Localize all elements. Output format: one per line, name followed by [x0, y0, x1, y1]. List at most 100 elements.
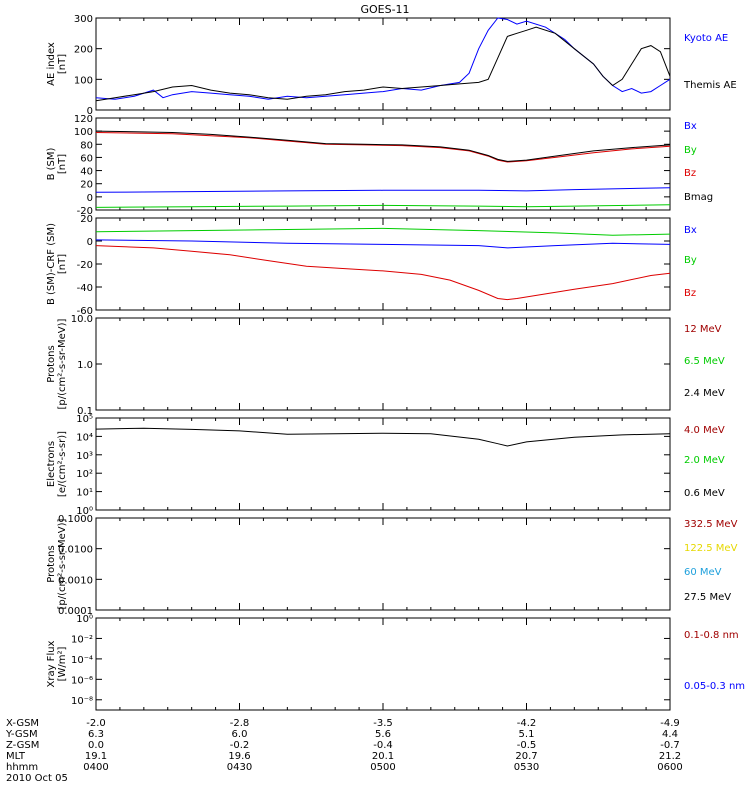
y-tick-label: 10⁻² — [71, 634, 93, 645]
y-tick-label: 10⁻⁸ — [71, 696, 93, 707]
y-tick-label: 10⁻⁶ — [71, 675, 93, 686]
legend-label: Bz — [684, 288, 696, 299]
ephemeris-value: 5.6 — [375, 729, 391, 740]
legend-label: 332.5 MeV — [684, 519, 738, 530]
y-axis-label: [W/m²] — [57, 646, 68, 681]
series-line-themis-ae — [95, 26, 671, 102]
ephemeris-value: 0530 — [514, 762, 539, 773]
ephemeris-row-label: Y-GSM — [5, 729, 38, 740]
ephemeris-value: 4.4 — [662, 729, 678, 740]
ephemeris-value: 19.1 — [85, 751, 107, 762]
panel-frame — [95, 417, 671, 511]
y-axis-label: [nT] — [57, 154, 68, 174]
y-tick-label: -20 — [77, 260, 93, 271]
y-axis-label: AE index — [46, 42, 57, 86]
ephemeris-value: -0.2 — [230, 740, 250, 751]
legend-label: 2.0 MeV — [684, 455, 725, 466]
y-axis-label: B (SM)-CRF (SM) — [46, 223, 57, 305]
y-tick-label: 40 — [80, 167, 93, 178]
ephemeris-value: -4.9 — [660, 718, 680, 729]
y-tick-label: 20 — [80, 214, 93, 225]
panel-ae: 0 100 200 300 AE index [nT] Kyoto AE Themis AE — [46, 14, 737, 117]
legend-label: By — [684, 145, 697, 156]
y-tick-label: 80 — [80, 140, 93, 151]
y-tick-label: 0 — [87, 106, 93, 117]
y-tick-label: -40 — [77, 283, 93, 294]
series-line-bx — [95, 187, 671, 193]
series-line-0-6-mev — [95, 427, 671, 447]
y-tick-label: -60 — [77, 306, 93, 317]
ephemeris-row-label: hhmm — [6, 762, 38, 773]
y-axis-label: [nT] — [57, 54, 68, 74]
ephemeris-value: 5.1 — [519, 729, 535, 740]
legend-label: 122.5 MeV — [684, 543, 738, 554]
ephemeris-value: 21.2 — [659, 751, 681, 762]
y-tick-label: 100 — [74, 75, 93, 86]
ephemeris-row-label: MLT — [6, 751, 26, 762]
y-tick-label: 10⁴ — [76, 432, 93, 443]
panel-xray: 10⁻⁸ 10⁻⁶ 10⁻⁴ 10⁻² 10⁰ Xray Flux [W/m²] 0.1-0.… — [46, 614, 745, 711]
panel-frame — [95, 217, 671, 311]
ephemeris-value: -4.2 — [517, 718, 537, 729]
y-axis-label: Protons — [46, 345, 57, 382]
panel-frame — [95, 117, 671, 211]
ephemeris-date: 2010 Oct 05 — [6, 773, 68, 784]
legend-label: Bx — [684, 225, 697, 236]
y-tick-label: 60 — [80, 153, 93, 164]
legend-label: By — [684, 255, 697, 266]
legend-label: Bz — [684, 168, 696, 179]
ephemeris-value: 20.7 — [515, 751, 537, 762]
legend-label: 6.5 MeV — [684, 356, 725, 367]
y-tick-label: -20 — [77, 206, 93, 217]
y-tick-label: 20 — [80, 180, 93, 191]
y-tick-label: 10⁵ — [76, 414, 93, 425]
y-tick-label: 0.1000 — [58, 514, 93, 525]
ephemeris-value: -3.5 — [373, 718, 393, 729]
panel-electrons: 10⁰ 10¹ 10² 10³ 10⁴ 10⁵ Electrons [e/(cm²-s-sr)… — [46, 414, 725, 517]
panel-protons_hi: 0.1 1.0 10.0 Protons [p/(cm²-s-sr-MeV)] 12 Me… — [46, 314, 725, 417]
y-axis-label: [p/(cm²-s-sr-MeV)] — [57, 318, 68, 409]
y-tick-label: 0.0001 — [58, 606, 93, 617]
ephemeris-value: 6.3 — [88, 729, 104, 740]
legend-label: Themis AE — [683, 80, 737, 91]
legend-label: 0.1-0.8 nm — [684, 630, 739, 641]
y-tick-label: 10³ — [76, 451, 93, 462]
panel-frame — [95, 317, 671, 411]
panel-frame — [95, 17, 671, 111]
y-tick-label: 100 — [74, 127, 93, 138]
y-tick-label: 0.0100 — [58, 545, 93, 556]
y-tick-label: 300 — [74, 14, 93, 25]
ephemeris-row-label: Z-GSM — [6, 740, 39, 751]
legend-label: Bx — [684, 121, 697, 132]
y-tick-label: 10⁻⁴ — [71, 655, 93, 666]
ephemeris-value: 0400 — [83, 762, 108, 773]
legend-label: 12 MeV — [684, 324, 722, 335]
panel-frame — [95, 517, 671, 611]
series-line-bmag — [95, 130, 671, 162]
y-tick-label: 10⁰ — [76, 506, 93, 517]
ephemeris-value: 0600 — [657, 762, 682, 773]
legend-label: 4.0 MeV — [684, 425, 725, 436]
legend-label: Bmag — [684, 192, 713, 203]
panel-bsm: -20 0 20 40 60 80 100 120 B (SM) [nT] Bx By Bz Bmag — [46, 114, 713, 217]
ephemeris-value: -0.5 — [517, 740, 537, 751]
legend-label: 0.6 MeV — [684, 488, 725, 499]
legend-label: 27.5 MeV — [684, 592, 731, 603]
y-tick-label: 10.0 — [71, 314, 93, 325]
ephemeris-value: 0430 — [227, 762, 252, 773]
ephemeris-value: 0500 — [370, 762, 395, 773]
plot-title: GOES-11 — [360, 3, 409, 16]
panel-frame — [95, 617, 671, 711]
series-line-bx — [95, 239, 671, 249]
ephemeris-value: -2.0 — [86, 718, 106, 729]
y-tick-label: 120 — [74, 114, 93, 125]
y-axis-label: [e/(cm²-s-sr)] — [57, 431, 68, 497]
ephemeris-value: 19.6 — [228, 751, 250, 762]
series-line-by — [95, 204, 671, 208]
y-tick-label: 10² — [76, 469, 93, 480]
series-line-bz — [95, 132, 671, 163]
y-tick-label: 10⁰ — [76, 614, 93, 625]
y-tick-label: 0.0010 — [58, 575, 93, 586]
